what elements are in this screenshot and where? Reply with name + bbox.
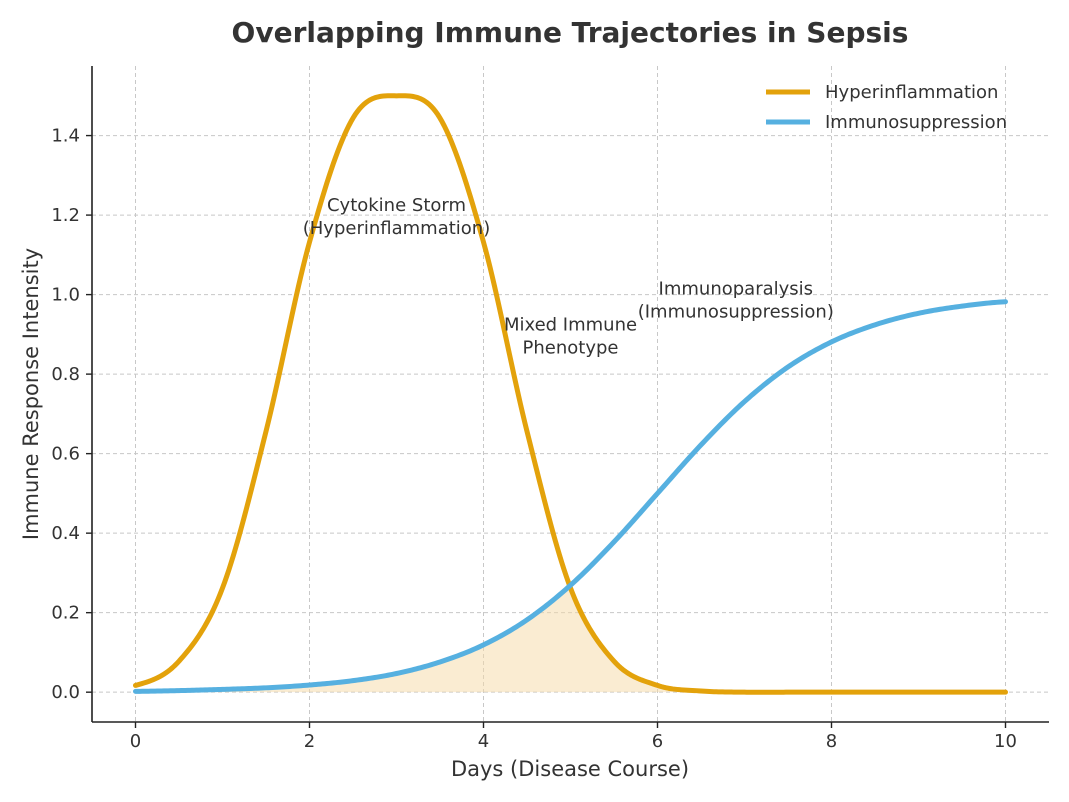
y-axis-label: Immune Response Intensity [19,248,43,540]
y-tick-label: 1.0 [51,285,80,306]
y-tick-label: 0.2 [51,603,80,624]
y-tick-label: 0.0 [51,682,80,703]
annotation-text: (Hyperinflammation) [303,218,491,239]
x-tick-label: 4 [478,731,489,752]
x-tick-label: 10 [994,731,1017,752]
y-tick-label: 1.4 [51,126,80,147]
x-tick-label: 0 [130,731,141,752]
x-tick-label: 2 [304,731,315,752]
y-tick-label: 0.8 [51,364,80,385]
legend-label: Hyperinflammation [825,82,998,103]
annotation-text: Mixed Immune [504,314,637,335]
x-tick-label: 6 [652,731,663,752]
series-line-immunosuppression [133,299,1008,694]
chart-title: Overlapping Immune Trajectories in Sepsi… [232,16,909,49]
legend: Hyperinflammation Immunosuppression [766,82,1007,133]
legend-label: Immunosuppression [825,112,1007,133]
axes: 0 2 4 6 8 10 0.0 0.2 0.4 0.6 0.8 1.0 1.2 1.4 [51,66,1049,752]
x-tick-label: 8 [826,731,837,752]
x-axis-label: Days (Disease Course) [451,757,689,781]
y-tick-label: 0.4 [51,523,80,544]
overlap-fill-layer [135,587,1006,693]
annotation-text: Cytokine Storm [327,195,466,216]
y-tick-label: 1.2 [51,205,80,226]
y-tick-label: 0.6 [51,444,80,465]
annotations: Cytokine Storm(Hyperinflammation) Mixed I… [303,195,834,358]
overlap-area [135,587,1006,693]
annotation-text: Immunoparalysis [659,279,814,300]
annotation-text: (Immunosuppression) [638,302,834,323]
annotation-text: Phenotype [523,337,619,358]
series-layer [133,93,1008,695]
